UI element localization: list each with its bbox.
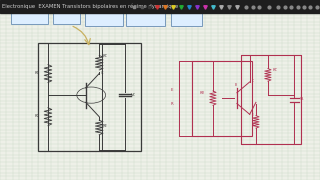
Bar — [126, 9, 165, 26]
Text: $C_1,C_2$: $C_1,C_2$ — [11, 1, 24, 9]
Text: C: C — [252, 79, 254, 83]
Text: $R_1$: $R_1$ — [34, 70, 40, 77]
Text: $R_B$: $R_B$ — [59, 1, 66, 9]
Text: Electronique  EXAMEN Transistors bipolaires en régime dynamique: Electronique EXAMEN Transistors bipolair… — [2, 4, 178, 9]
Bar — [192, 61, 252, 136]
Bar — [241, 55, 301, 144]
Text: $R_E$: $R_E$ — [94, 2, 101, 10]
Bar — [171, 9, 202, 26]
Text: $V_C$: $V_C$ — [130, 91, 136, 99]
Bar — [53, 9, 80, 24]
Text: $R_2$: $R_2$ — [34, 113, 40, 120]
Bar — [85, 9, 123, 26]
Text: $R_C$: $R_C$ — [272, 66, 278, 74]
Bar — [38, 43, 141, 151]
Text: C: C — [101, 71, 103, 75]
Text: $R_C$: $R_C$ — [102, 52, 109, 60]
Text: $R_0$: $R_0$ — [181, 2, 187, 10]
Text: $S,r_{b3}$: $S,r_{b3}$ — [135, 2, 147, 10]
Text: $R_E$: $R_E$ — [102, 122, 109, 130]
Bar — [0, 0, 320, 13]
Text: B: B — [234, 83, 236, 87]
Text: $V_L$: $V_L$ — [299, 96, 306, 104]
Text: $R_E$: $R_E$ — [251, 121, 257, 129]
Text: R: R — [171, 102, 173, 106]
Text: E: E — [171, 88, 173, 92]
Bar — [11, 9, 48, 24]
Text: E: E — [252, 113, 254, 117]
Text: $R_B$: $R_B$ — [198, 89, 205, 97]
